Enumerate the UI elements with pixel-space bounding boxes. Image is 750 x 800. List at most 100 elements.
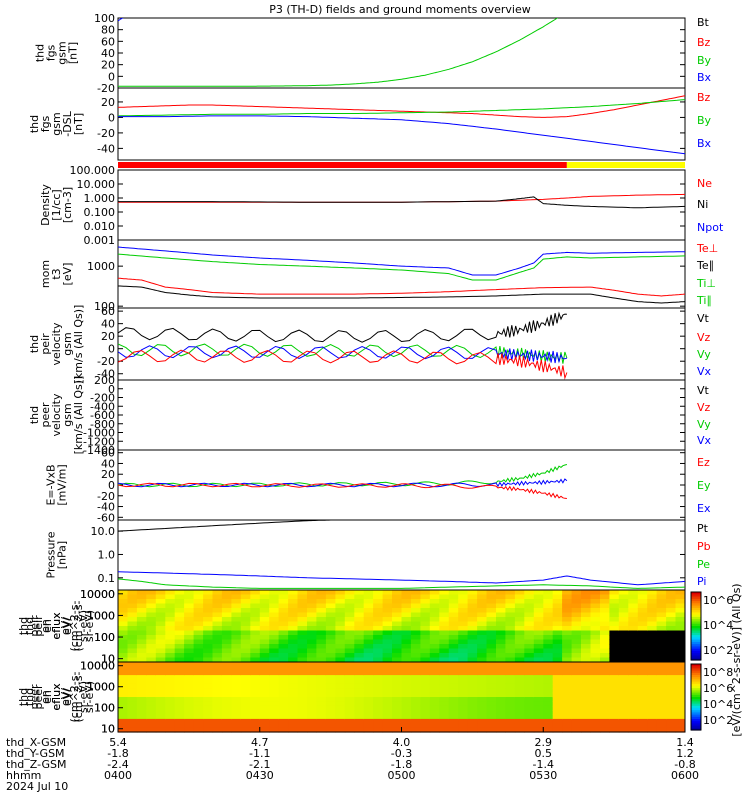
spec-cell [373, 608, 384, 614]
spec-cell [193, 714, 204, 720]
spec-cell [231, 644, 242, 650]
spec-cell [373, 670, 384, 676]
spec-cell [628, 648, 639, 654]
spec-cell [618, 617, 629, 623]
spec-cell [675, 683, 686, 689]
spec-cell [231, 697, 242, 702]
spec-cell [184, 626, 195, 632]
spec-cell [571, 723, 582, 729]
spec-cell [656, 644, 667, 650]
spec-cell [193, 697, 204, 702]
spec-cell [240, 648, 251, 654]
spec-cell [307, 662, 317, 667]
spec-cell [203, 608, 214, 614]
spec-cell [373, 701, 384, 707]
spec-cell [505, 639, 516, 645]
spec-cell [316, 683, 327, 689]
spec-cell [165, 718, 176, 724]
spec-cell [354, 727, 365, 733]
y-tick-label: 10 [101, 723, 115, 736]
spec-cell [618, 630, 629, 636]
series-group [118, 520, 685, 589]
spec-cell [429, 692, 440, 698]
status-bar-yellow [566, 162, 685, 168]
colorbar-cell [691, 664, 701, 667]
spec-cell [136, 603, 147, 609]
spec-cell [325, 612, 336, 618]
spec-cell [429, 718, 440, 724]
spec-cell [288, 718, 299, 724]
spec-cell [146, 701, 157, 707]
spec-cell [618, 657, 629, 663]
spec-cell [505, 662, 516, 667]
spec-cell [269, 666, 280, 672]
spec-cell [420, 599, 431, 605]
spec-cell [392, 635, 402, 641]
spec-cell [136, 639, 147, 645]
spec-cell [259, 612, 270, 618]
spec-cell [420, 603, 431, 609]
spec-cell [221, 710, 232, 716]
spec-cell [165, 688, 176, 694]
spec-cell [221, 679, 232, 685]
spec-cell [505, 727, 516, 733]
spec-cell [136, 683, 147, 689]
spec-cell [543, 635, 554, 641]
x-row-label: thd_Z-GSM [6, 758, 66, 771]
spec-cell [316, 608, 327, 614]
spec-cell [240, 692, 251, 698]
spec-cell [429, 612, 440, 618]
spec-cell [505, 692, 516, 698]
spec-cell [581, 692, 591, 698]
spec-cell [618, 675, 629, 681]
spec-cell [203, 666, 214, 672]
spec-cell [467, 599, 478, 605]
y-axis-label-line: (cm^2-s- [72, 601, 85, 652]
spec-cell [675, 635, 686, 641]
y-axis-label-line: sr-eV) [83, 610, 96, 642]
y-axis-label-line: [nT] [67, 42, 80, 64]
spec-cell [675, 692, 686, 698]
spec-cell [325, 608, 336, 614]
spec-cell [439, 653, 450, 659]
spec-cell [543, 714, 554, 720]
colorbar-tick-label: 10^6 [703, 682, 733, 695]
spec-cell [590, 599, 601, 605]
spec-cell [184, 683, 195, 689]
spec-cell [278, 723, 289, 729]
spec-cell [221, 727, 232, 733]
spec-cell [552, 666, 563, 672]
spec-cell [316, 666, 327, 672]
spec-cell [297, 714, 308, 720]
spec-cell [401, 701, 412, 707]
series-group [118, 193, 685, 209]
spec-cell [127, 648, 138, 654]
spec-cell [524, 662, 535, 667]
spec-cell [618, 714, 629, 720]
spec-cell [609, 710, 620, 716]
spec-cell [127, 621, 138, 627]
spec-cell [307, 594, 317, 600]
spec-cell [675, 599, 686, 605]
colorbar-label: [eV/(cm^2-s-sr-eV)] (All Qs) [730, 583, 743, 736]
spec-cell [203, 679, 214, 685]
spec-cell [628, 603, 639, 609]
spec-cell [174, 670, 185, 676]
spec-cell [354, 635, 365, 641]
spec-cell [562, 644, 573, 650]
spec-cell [250, 692, 261, 698]
spec-cell [590, 714, 601, 720]
spec-cell [193, 644, 204, 650]
spec-cell [514, 639, 525, 645]
spec-cell [562, 662, 573, 667]
colorbar-tick-label: 10^8 [703, 666, 733, 679]
spec-cell [410, 635, 421, 641]
spec-cell [590, 723, 601, 729]
spec-cell [448, 662, 459, 667]
spec-cell [618, 727, 629, 733]
spec-cell [600, 723, 610, 729]
spec-cell [609, 594, 620, 600]
spec-cell [146, 683, 157, 689]
spec-cell [637, 679, 648, 685]
